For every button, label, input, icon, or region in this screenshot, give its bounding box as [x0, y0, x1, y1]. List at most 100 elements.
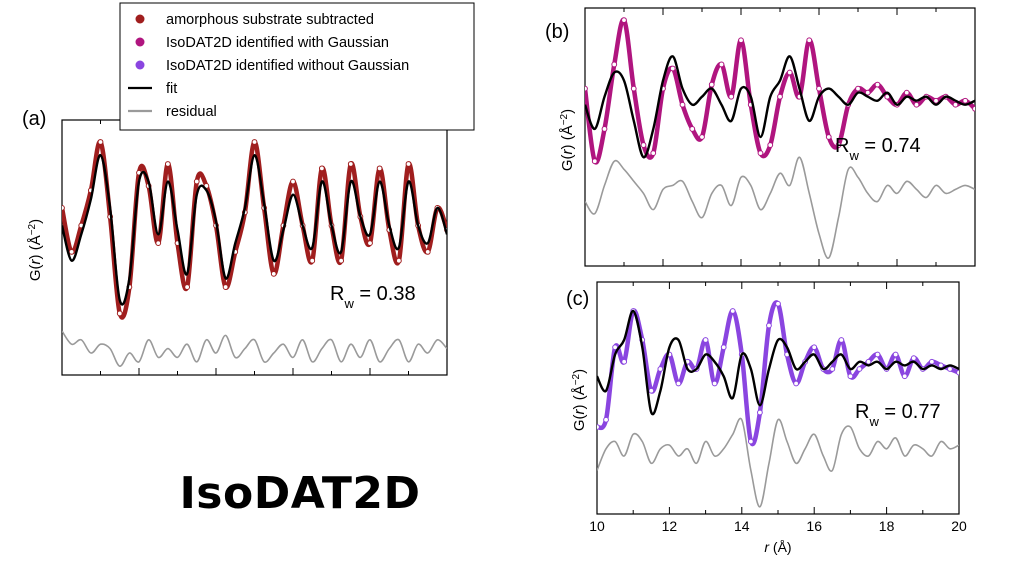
- panel-a: (a) G(r) (Å−2) Rw = 0.38: [22, 108, 448, 376]
- data-point: [775, 300, 781, 307]
- rw-annotation: Rw = 0.38: [330, 283, 416, 311]
- panel-c: (c) G(r) (Å−2) Rw = 0.77 10 12 14 16 18 20 r (Å): [566, 281, 967, 555]
- series-group: [597, 300, 959, 508]
- data-point: [767, 142, 774, 148]
- y-axis-label: G(r) (Å−2): [571, 369, 589, 431]
- data-point: [811, 344, 818, 351]
- data-point: [947, 366, 953, 372]
- data-point: [611, 61, 618, 68]
- data-point: [640, 142, 647, 148]
- data-point: [650, 150, 657, 157]
- residual-line: [585, 156, 975, 259]
- y-axis-label: G(r) (Å−2): [559, 109, 577, 171]
- x-tick-label: 12: [662, 518, 678, 534]
- data-point: [68, 248, 75, 255]
- data-point: [585, 85, 588, 92]
- data-point: [621, 17, 627, 23]
- data-point: [835, 142, 842, 148]
- data-point: [708, 81, 715, 88]
- data-point: [892, 351, 899, 358]
- rw-annotation: Rw = 0.74: [835, 135, 921, 163]
- data-point: [855, 85, 861, 92]
- series-group: [585, 17, 975, 259]
- data-point: [718, 61, 725, 68]
- panel-b: (b) G(r) (Å−2) Rw = 0.74: [545, 7, 976, 267]
- data-point: [601, 126, 608, 132]
- data-point: [97, 139, 104, 145]
- data-point: [597, 424, 600, 430]
- fit-line: [597, 309, 959, 416]
- data-point: [825, 134, 832, 140]
- rw-annotation: Rw = 0.77: [855, 401, 941, 429]
- data-point: [847, 373, 854, 380]
- data-point: [376, 165, 383, 172]
- data-point: [757, 409, 763, 416]
- x-axis-label: r (Å): [764, 539, 791, 555]
- panel-label: (b): [545, 21, 569, 43]
- data-point: [395, 257, 402, 264]
- x-tick-label: 16: [806, 518, 822, 534]
- data-point: [829, 366, 836, 372]
- legend-label: IsoDAT2D identified with Gaussian: [166, 35, 389, 51]
- data-point: [621, 358, 628, 365]
- legend-marker: [135, 14, 145, 24]
- data-point: [786, 69, 793, 76]
- data-point: [309, 257, 316, 264]
- data-point: [901, 373, 908, 380]
- x-tick-label: 18: [879, 518, 895, 534]
- legend: amorphous substrate subtracted IsoDAT2D i…: [119, 2, 475, 131]
- legend-label: IsoDAT2D identified without Gaussian: [166, 58, 409, 74]
- data-point: [956, 369, 959, 376]
- data-point: [318, 165, 325, 172]
- x-tick-label: 14: [734, 518, 750, 534]
- data-point: [702, 337, 709, 343]
- data-point: [729, 308, 736, 314]
- data-point: [864, 89, 871, 96]
- data-point: [910, 355, 917, 362]
- residual-line: [597, 417, 959, 508]
- data-point: [962, 97, 969, 104]
- data-point: [290, 178, 296, 185]
- data-point: [933, 97, 939, 104]
- data-point: [612, 344, 618, 351]
- legend-label: amorphous substrate subtracted: [166, 12, 374, 28]
- data-point: [338, 257, 345, 264]
- data-point: [720, 344, 727, 351]
- data-point: [155, 240, 162, 247]
- data-point: [711, 380, 718, 387]
- data-point: [747, 438, 754, 445]
- data-point: [669, 65, 676, 72]
- data-point: [874, 351, 881, 358]
- data-point: [838, 337, 845, 343]
- data-point: [757, 150, 764, 157]
- data-point: [928, 358, 935, 365]
- panel-label: (a): [22, 108, 46, 130]
- data-point: [424, 248, 431, 255]
- brand-title: IsoDAT2D: [179, 468, 421, 519]
- y-axis-label: G(r) (Å−2): [27, 219, 45, 281]
- data-point: [675, 380, 682, 387]
- data-point: [728, 93, 735, 100]
- data-point: [184, 284, 191, 290]
- data-point: [222, 284, 229, 290]
- data-point: [938, 362, 944, 369]
- data-point: [603, 416, 609, 423]
- data-point: [865, 358, 872, 365]
- data-point: [193, 178, 200, 185]
- data-point: [630, 85, 637, 92]
- data-point: [777, 93, 783, 100]
- data-point: [164, 161, 171, 167]
- data-point: [679, 101, 686, 108]
- data-point: [952, 101, 959, 108]
- fit-line: [585, 55, 975, 159]
- data-point: [903, 89, 910, 96]
- data-point: [689, 126, 696, 132]
- x-tick-label: 10: [589, 518, 605, 534]
- data-point: [766, 322, 772, 329]
- data-point: [591, 158, 598, 165]
- data-point: [913, 101, 920, 108]
- x-tick-label: 20: [951, 518, 967, 534]
- plot-frame: [596, 281, 960, 515]
- data-point: [657, 366, 664, 372]
